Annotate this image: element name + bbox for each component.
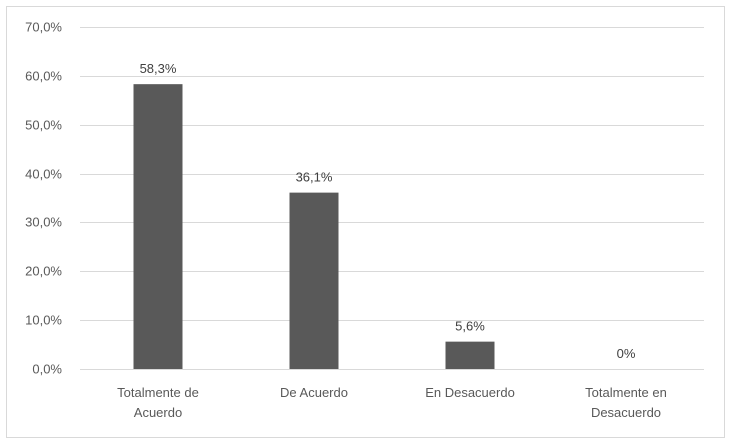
data-label: 0% <box>617 346 636 361</box>
y-tick-label: 40,0% <box>25 167 62 182</box>
data-label: 36,1% <box>296 170 333 185</box>
x-category-label: Acuerdo <box>134 405 182 420</box>
y-tick-label: 50,0% <box>25 118 62 133</box>
data-label: 5,6% <box>455 319 485 334</box>
x-category-label: De Acuerdo <box>280 385 348 400</box>
x-category-label: Desacuerdo <box>591 405 661 420</box>
y-tick-label: 10,0% <box>25 313 62 328</box>
data-label: 58,3% <box>140 61 177 76</box>
x-category-label: Totalmente de <box>117 385 199 400</box>
y-tick-label: 0,0% <box>32 362 62 377</box>
bar <box>445 341 495 369</box>
y-tick-label: 60,0% <box>25 69 62 84</box>
y-tick-label: 70,0% <box>25 20 62 35</box>
y-tick-label: 30,0% <box>25 215 62 230</box>
bar <box>133 84 183 370</box>
bar <box>289 192 339 369</box>
y-tick-label: 20,0% <box>25 264 62 279</box>
x-category-label: Totalmente en <box>585 385 667 400</box>
x-category-label: En Desacuerdo <box>425 385 515 400</box>
